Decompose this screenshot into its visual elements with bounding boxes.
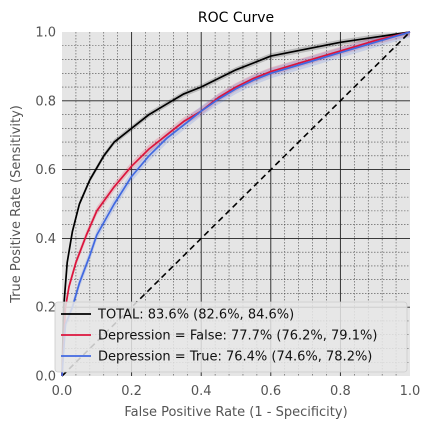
x-tick-label: 1.0 (400, 384, 421, 399)
legend-label: Depression = False: 77.7% (76.2%, 79.1%) (98, 329, 377, 344)
series-line-3 (61, 31, 411, 377)
legend-box (54, 301, 408, 373)
legend-label: TOTAL: 83.6% (82.6%, 84.6%) (97, 308, 294, 323)
x-tick-labels: 0.0 0.2 0.4 0.6 0.8 1.0 (52, 384, 421, 399)
y-tick-label: 0.4 (35, 232, 56, 247)
chart-title: ROC Curve (198, 10, 274, 26)
legend: TOTAL: 83.6% (82.6%, 84.6%) Depression = … (54, 301, 408, 373)
legend-label: Depression = True: 76.4% (74.6%, 78.2%) (98, 350, 372, 365)
x-tick-label: 0.2 (121, 384, 142, 399)
y-tick-label: 0.0 (35, 370, 56, 385)
y-tick-label: 0.8 (35, 94, 56, 109)
x-axis-label: False Positive Rate (1 - Specificity) (124, 405, 347, 420)
y-axis-label: True Positive Rate (Sensitivity) (9, 105, 24, 304)
y-tick-label: 0.2 (35, 301, 56, 316)
y-tick-label: 0.6 (35, 163, 56, 178)
y-tick-labels: 0.0 0.2 0.4 0.6 0.8 1.0 (35, 26, 56, 385)
x-tick-label: 0.0 (52, 384, 73, 399)
series-line-2 (61, 31, 411, 377)
roc-curves (61, 31, 411, 377)
x-tick-label: 0.8 (330, 384, 351, 399)
x-tick-label: 0.6 (260, 384, 281, 399)
series-line-1 (61, 31, 411, 377)
y-tick-label: 1.0 (35, 26, 56, 41)
x-tick-label: 0.4 (191, 384, 212, 399)
